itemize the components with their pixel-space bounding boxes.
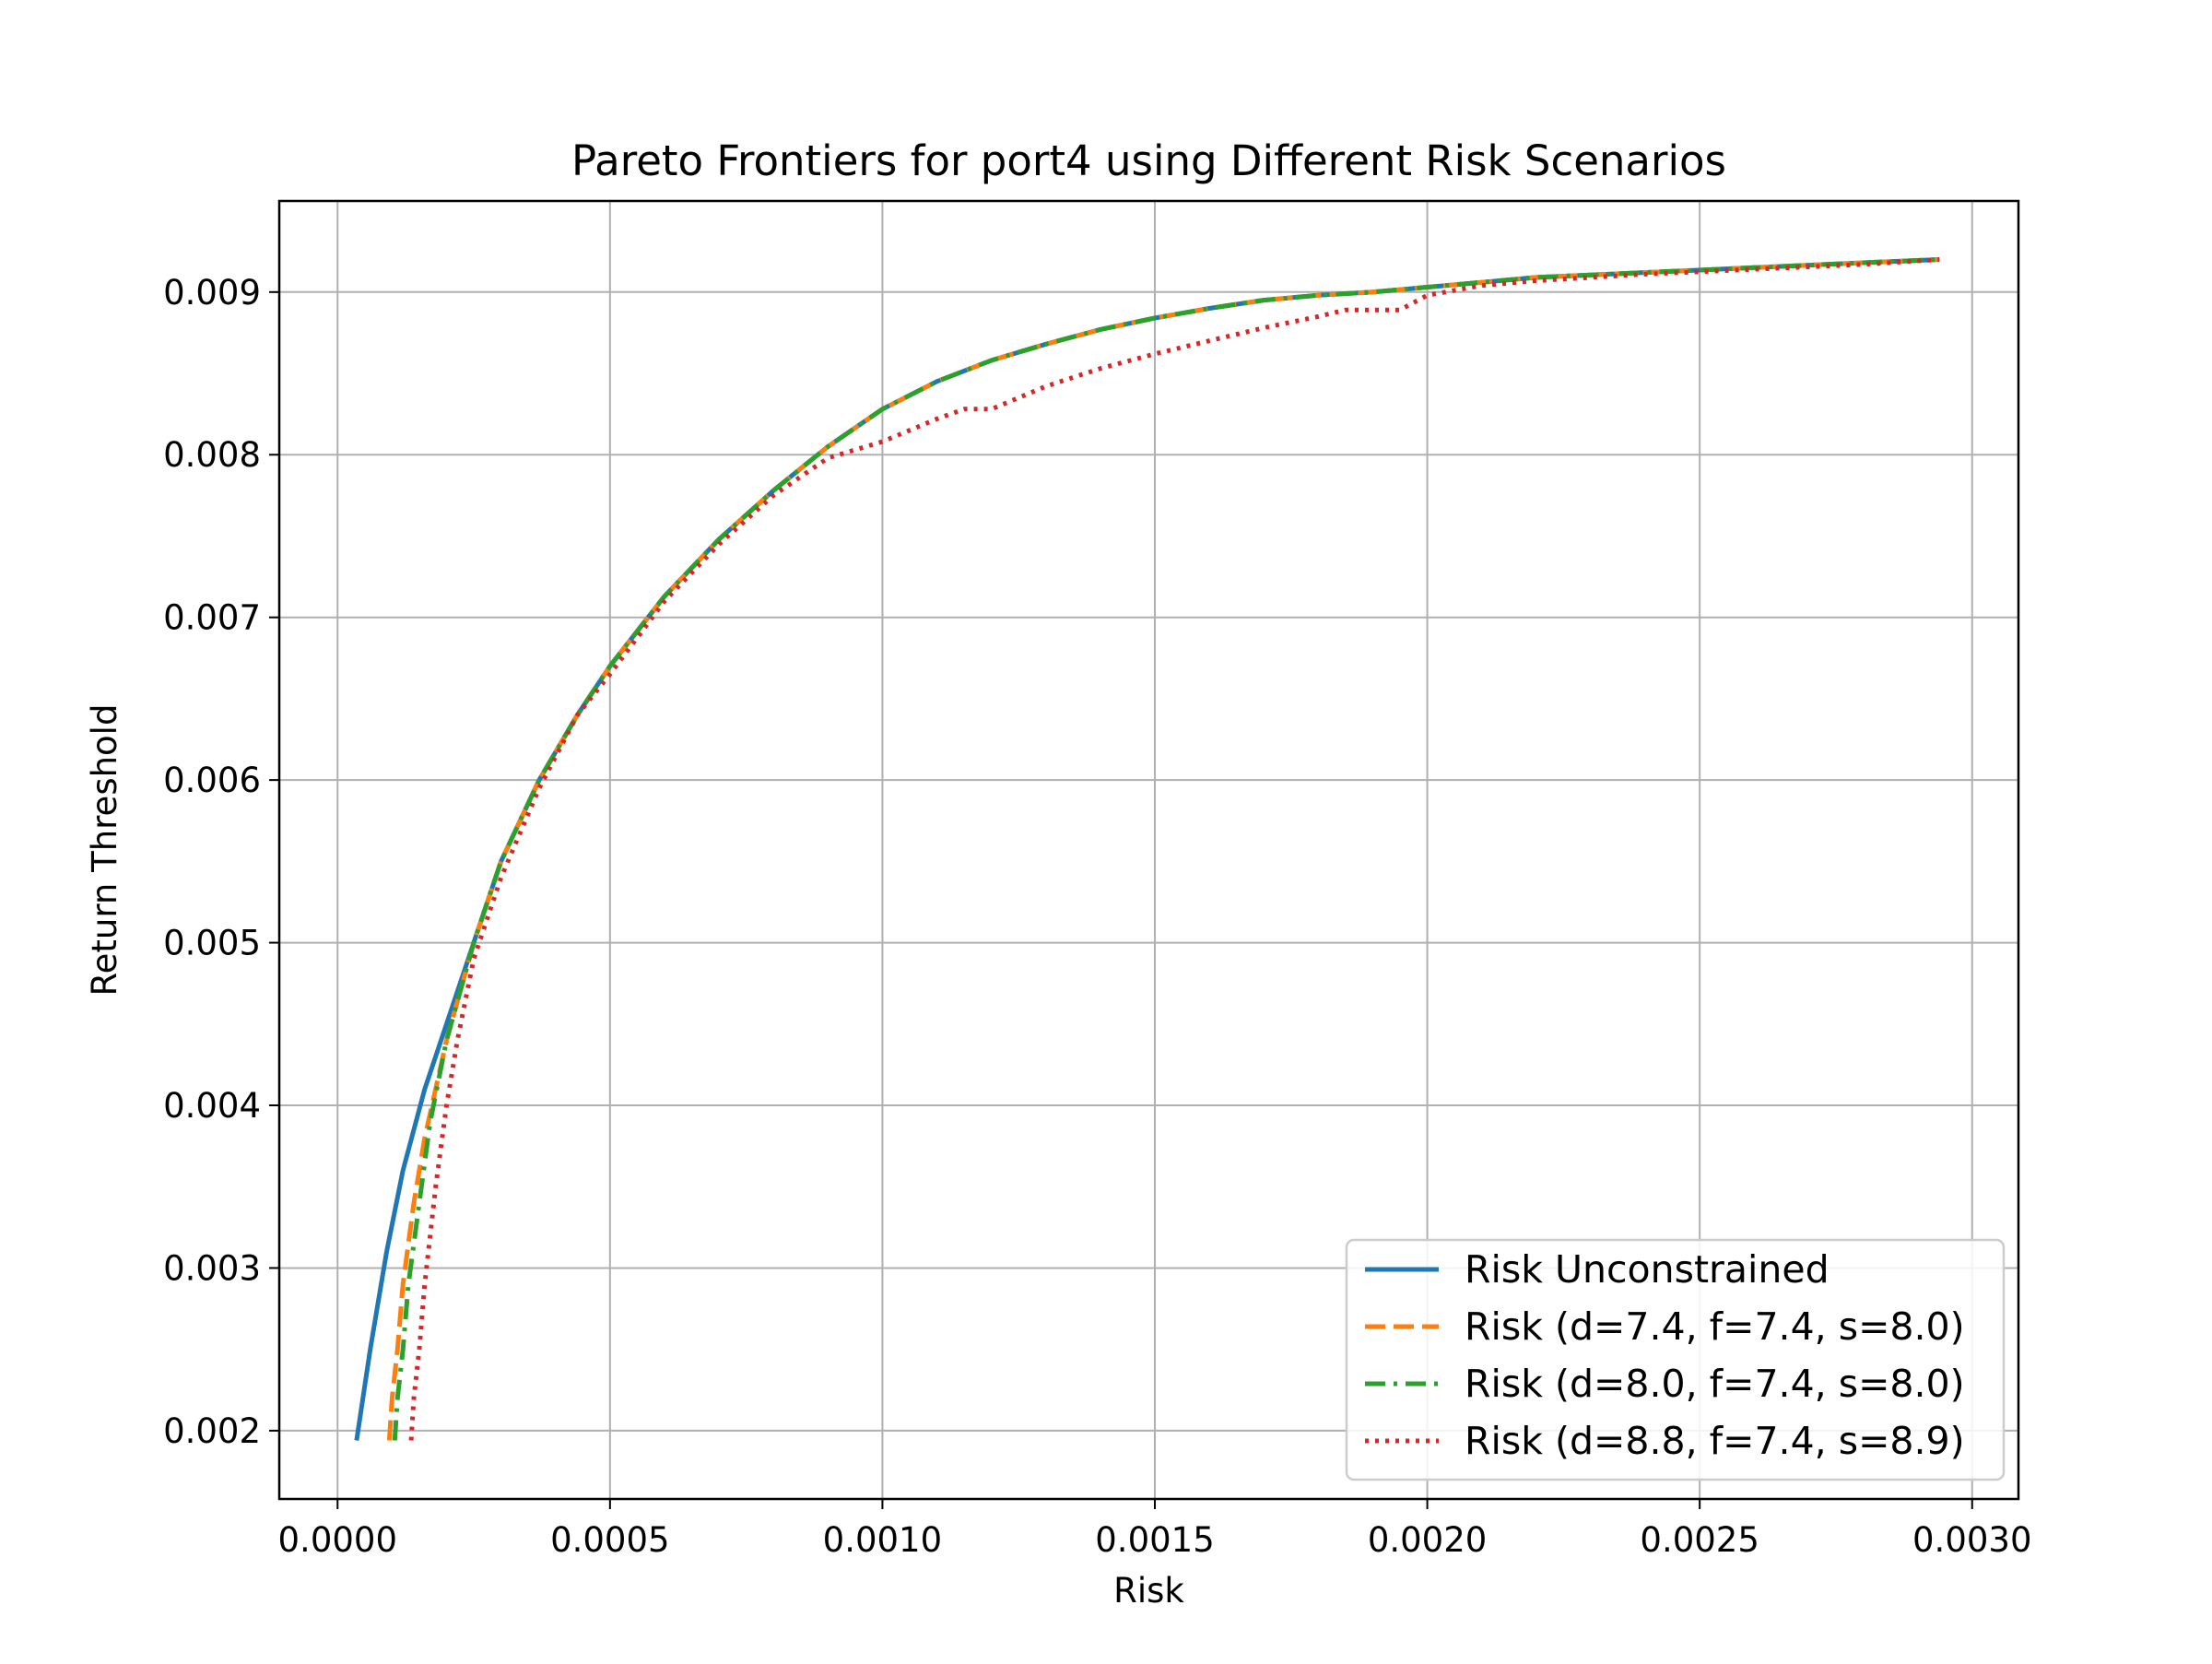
legend-box [1345, 1238, 2006, 1481]
x-tick-label: 0.0010 [823, 1520, 942, 1560]
series-lines [354, 257, 1940, 1441]
legend-label-1: Risk Unconstrained [1465, 1247, 1830, 1292]
plot-frame [277, 199, 2020, 1501]
x-tick-label: 0.0025 [1640, 1520, 1759, 1560]
y-tick-label: 0.008 [163, 435, 261, 475]
y-tick-label: 0.007 [163, 598, 261, 638]
x-tick-label: 0.0005 [550, 1520, 669, 1560]
axis-ticks: 0.0000 0.0005 0.0010 0.0015 0.0020 0.0025 0.00… [163, 273, 2031, 1560]
x-tick-label: 0.0000 [278, 1520, 397, 1560]
y-tick-label: 0.004 [163, 1086, 261, 1126]
y-tick-label: 0.009 [163, 273, 261, 313]
y-tick-label: 0.003 [163, 1248, 261, 1288]
x-tick-label: 0.0015 [1095, 1520, 1214, 1560]
legend-label-4: Risk (d=8.8, f=7.4, s=8.9) [1465, 1419, 1965, 1463]
legend-label-3: Risk (d=8.0, f=7.4, s=8.0) [1465, 1362, 1965, 1406]
chart-title: Pareto Frontiers for port4 using Differe… [571, 136, 1726, 185]
x-tick-label: 0.0020 [1368, 1520, 1487, 1560]
series-line-3 [392, 257, 1940, 1441]
legend: Risk Unconstrained Risk (d=7.4, f=7.4, s=… [1345, 1238, 2006, 1481]
y-tick-label: 0.002 [163, 1411, 261, 1451]
y-tick-label: 0.005 [163, 924, 261, 963]
y-tick-label: 0.006 [163, 761, 261, 800]
grid [279, 201, 2018, 1499]
legend-label-2: Risk (d=7.4, f=7.4, s=8.0) [1465, 1304, 1965, 1349]
x-axis-title: Risk [1113, 1571, 1184, 1611]
x-tick-label: 0.0030 [1912, 1520, 2031, 1560]
series-line-4 [408, 257, 1940, 1441]
y-axis-title: Return Threshold [85, 704, 124, 997]
